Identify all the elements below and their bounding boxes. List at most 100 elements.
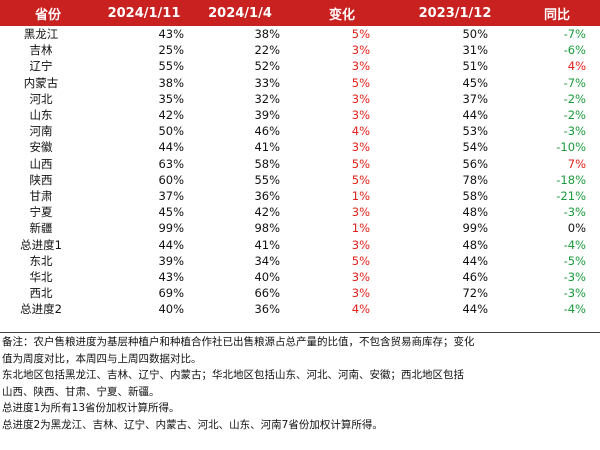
cell-2024-1-4: 40% (254, 270, 280, 285)
cell-2023-1-12: 46% (462, 270, 488, 285)
cell-2023-1-12: 48% (462, 205, 488, 220)
cell-2023-1-12: 72% (462, 286, 488, 301)
table-row: 河北 35% 32% 3% 37% -2% (0, 91, 600, 107)
cell-2023-1-12: 37% (462, 91, 488, 106)
header-change: 变化 (328, 7, 355, 23)
cell-2023-1-12: 44% (462, 108, 488, 123)
cell-yoy: 4% (567, 59, 586, 74)
cell-2024-1-4: 55% (254, 172, 280, 187)
cell-yoy: -18% (556, 172, 586, 187)
cell-2024-1-4: 46% (254, 124, 280, 139)
cell-yoy: -7% (563, 75, 586, 90)
table-row: 总进度2 40% 36% 4% 44% -4% (0, 301, 600, 317)
cell-2024-1-4: 38% (254, 27, 280, 41)
cell-change: 3% (351, 140, 370, 155)
cell-change: 4% (351, 302, 370, 317)
cell-province: 陕西 (29, 172, 53, 187)
cell-province: 新疆 (29, 221, 53, 236)
cell-2024-1-11: 60% (158, 172, 184, 187)
notes-divider (0, 332, 600, 333)
cell-2024-1-4: 33% (254, 75, 280, 90)
table-row: 新疆 99% 98% 1% 99% 0% (0, 220, 600, 236)
cell-yoy: -7% (563, 27, 586, 41)
cell-2023-1-12: 45% (462, 75, 488, 90)
cell-province: 山西 (29, 156, 53, 171)
cell-change: 5% (351, 156, 370, 171)
cell-2024-1-11: 50% (158, 124, 184, 139)
cell-2024-1-11: 63% (158, 156, 184, 171)
cell-2024-1-11: 55% (158, 59, 184, 74)
cell-2024-1-4: 39% (254, 108, 280, 123)
cell-2024-1-4: 98% (254, 221, 280, 236)
table-row: 黑龙江 43% 38% 5% 50% -7% (0, 26, 600, 42)
cell-change: 1% (351, 221, 370, 236)
cell-2024-1-11: 44% (158, 140, 184, 155)
cell-change: 1% (351, 189, 370, 204)
cell-change: 5% (351, 253, 370, 268)
cell-province: 西北 (29, 286, 53, 301)
cell-2023-1-12: 51% (462, 59, 488, 74)
cell-change: 3% (351, 237, 370, 252)
notes-section: 备注：农户售粮进度为基层种植户和种植合作社已出售粮源占总产量的比值，不包含贸易商… (2, 334, 598, 433)
cell-2024-1-11: 38% (158, 75, 184, 90)
cell-change: 4% (351, 124, 370, 139)
cell-2023-1-12: 99% (462, 221, 488, 236)
cell-yoy: -4% (563, 237, 586, 252)
cell-change: 5% (351, 172, 370, 187)
cell-2024-1-11: 35% (158, 91, 184, 106)
cell-2024-1-11: 25% (158, 43, 184, 58)
cell-2023-1-12: 48% (462, 237, 488, 252)
table-row: 吉林 25% 22% 3% 31% -6% (0, 42, 600, 58)
cell-2024-1-4: 22% (254, 43, 280, 58)
header-province: 省份 (34, 7, 61, 23)
table-header-row: 省份 2024/1/11 2024/1/4 变化 2023/1/12 同比 (0, 0, 600, 26)
cell-province: 山东 (29, 108, 53, 123)
cell-change: 5% (351, 27, 370, 41)
table-row: 安徽 44% 41% 3% 54% -10% (0, 139, 600, 155)
grain-sales-table: 省份 2024/1/11 2024/1/4 变化 2023/1/12 同比 黑龙… (0, 0, 600, 318)
cell-yoy: -5% (563, 253, 586, 268)
cell-2024-1-4: 36% (254, 302, 280, 317)
cell-change: 3% (351, 43, 370, 58)
table-row: 总进度1 44% 41% 3% 48% -4% (0, 237, 600, 253)
table-row: 西北 69% 66% 3% 72% -3% (0, 285, 600, 301)
cell-province: 辽宁 (29, 59, 53, 74)
note-line: 值为周度对比，本周四与上周四数据对比。 (2, 352, 202, 365)
cell-province: 吉林 (29, 43, 53, 58)
cell-2023-1-12: 78% (462, 172, 488, 187)
cell-yoy: -3% (563, 270, 586, 285)
table-row: 山西 63% 58% 5% 56% 7% (0, 156, 600, 172)
note-line: 总进度1为所有13省份加权计算所得。 (2, 402, 180, 414)
cell-yoy: -10% (556, 140, 586, 155)
cell-change: 3% (351, 59, 370, 74)
note-line: 总进度2为黑龙江、吉林、辽宁、内蒙古、河北、山东、河南7省份加权计算所得。 (2, 418, 383, 431)
cell-change: 5% (351, 75, 370, 90)
cell-2024-1-11: 40% (158, 302, 184, 317)
cell-2024-1-4: 36% (254, 189, 280, 204)
cell-province: 安徽 (29, 140, 53, 155)
note-line: 山西、陕西、甘肃、宁夏、新疆。 (2, 385, 160, 398)
cell-yoy: -2% (563, 91, 586, 106)
cell-yoy: -4% (563, 302, 586, 317)
cell-province: 总进度1 (20, 237, 62, 252)
cell-2024-1-11: 44% (158, 237, 184, 252)
cell-province: 华北 (29, 270, 53, 285)
cell-2024-1-4: 41% (254, 140, 280, 155)
cell-2023-1-12: 56% (462, 156, 488, 171)
cell-yoy: -3% (563, 286, 586, 301)
cell-province: 东北 (29, 253, 53, 268)
cell-change: 3% (351, 108, 370, 123)
cell-2023-1-12: 58% (462, 189, 488, 204)
cell-2023-1-12: 53% (462, 124, 488, 139)
table-row: 华北 43% 40% 3% 46% -3% (0, 269, 600, 285)
cell-province: 内蒙古 (23, 75, 59, 90)
cell-province: 总进度2 (20, 302, 62, 317)
table-row: 甘肃 37% 36% 1% 58% -21% (0, 188, 600, 204)
cell-yoy: -2% (563, 108, 586, 123)
cell-yoy: 7% (567, 156, 586, 171)
table-row: 山东 42% 39% 3% 44% -2% (0, 107, 600, 123)
table-row: 陕西 60% 55% 5% 78% -18% (0, 172, 600, 188)
table-body: 黑龙江 43% 38% 5% 50% -7% 吉林 25% 22% 3% 31% -6% 辽宁 55% 52… (0, 26, 600, 318)
table-row: 内蒙古 38% 33% 5% 45% -7% (0, 75, 600, 91)
